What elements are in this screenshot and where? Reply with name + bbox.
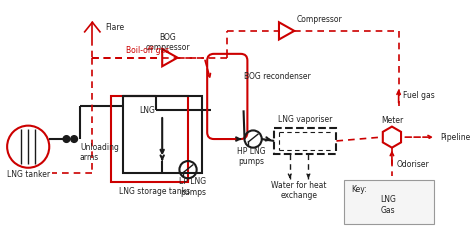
Text: Compressor: Compressor [296, 15, 342, 24]
Text: LNG tanker: LNG tanker [7, 170, 50, 179]
Text: Fuel gas: Fuel gas [403, 91, 435, 101]
FancyBboxPatch shape [344, 180, 434, 224]
Text: Water for heat
exchange: Water for heat exchange [271, 181, 327, 200]
Text: HP LNG
pumps: HP LNG pumps [237, 147, 265, 166]
Text: Key:: Key: [352, 185, 367, 194]
Text: Odoriser: Odoriser [397, 160, 429, 169]
Text: LNG: LNG [139, 106, 155, 115]
Text: LNG vaporiser: LNG vaporiser [278, 115, 332, 124]
Text: Gas: Gas [381, 206, 395, 215]
Text: Flare: Flare [106, 23, 125, 31]
Text: LNG storage tanks: LNG storage tanks [119, 187, 190, 196]
Circle shape [71, 136, 77, 142]
Text: BOG recondenser: BOG recondenser [244, 72, 310, 81]
Text: Meter: Meter [381, 116, 403, 125]
Circle shape [63, 136, 70, 142]
Text: LP LNG
pumps: LP LNG pumps [179, 177, 206, 197]
Text: Pipeline: Pipeline [441, 133, 471, 142]
Bar [123, 96, 202, 172]
Text: BOG
compressor: BOG compressor [146, 33, 190, 52]
Bar [274, 128, 337, 154]
Text: Unloading
arms: Unloading arms [80, 143, 119, 162]
Text: LNG: LNG [381, 195, 396, 204]
Bar [111, 96, 188, 182]
Text: Boil-off gas: Boil-off gas [126, 47, 169, 55]
